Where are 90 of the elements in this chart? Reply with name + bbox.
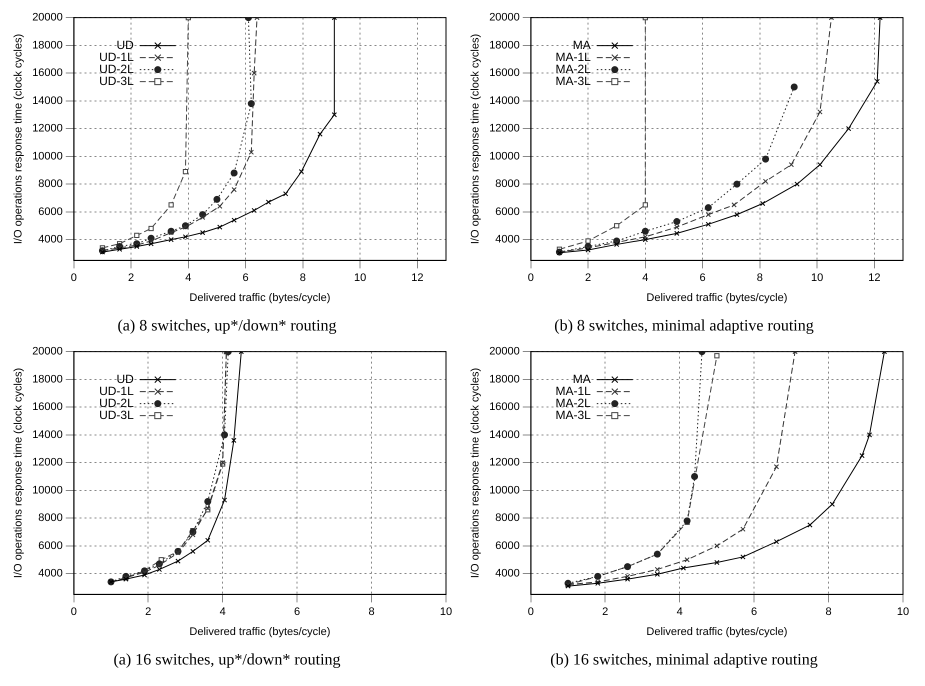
y-tick-label: 4000 <box>495 568 520 580</box>
y-tick-label: 18000 <box>32 39 63 52</box>
x-axis-title: Delivered traffic (bytes/cycle) <box>646 292 788 304</box>
legend-label: MA-2L <box>555 396 592 410</box>
legend-label: UD <box>116 38 134 52</box>
y-tick-label: 20000 <box>489 346 520 358</box>
x-tick-label: 6 <box>294 606 300 618</box>
y-tick-label: 20000 <box>32 12 63 24</box>
y-tick-label: 6000 <box>495 540 520 552</box>
y-tick-label: 12000 <box>32 122 63 135</box>
y-axis-title: I/O operations response time (clock cycles) <box>12 368 25 578</box>
text: (b) 16 switches, minimal adaptive routing <box>550 652 818 669</box>
y-tick-label: 12000 <box>32 456 63 469</box>
x-tick-label: 4 <box>642 272 648 284</box>
text: (a) 16 switches, up*/down* routing <box>113 652 341 669</box>
y-tick-label: 20000 <box>32 346 63 358</box>
x-tick-label: 8 <box>756 272 763 284</box>
y-tick-label: 16000 <box>32 401 63 414</box>
y-tick-label: 16000 <box>489 401 520 414</box>
legend-label: UD-3L <box>99 74 134 88</box>
x-tick-label: 10 <box>896 606 910 618</box>
x-tick-label: 0 <box>528 606 534 618</box>
legend-label: MA-1L <box>555 384 592 398</box>
x-tick-label: 0 <box>528 272 534 284</box>
legend-label: MA-2L <box>555 62 592 76</box>
y-tick-label: 10000 <box>489 150 520 162</box>
x-tick-label: 8 <box>368 606 375 618</box>
legend-label: MA-1L <box>555 50 592 64</box>
legend-label: MA-3L <box>555 74 592 88</box>
x-tick-label: 12 <box>868 272 880 284</box>
y-axis-title: I/O operations response time (clock cycles) <box>470 368 482 578</box>
y-tick-label: 18000 <box>32 373 63 386</box>
x-tick-label: 12 <box>411 272 424 284</box>
x-axis-title: Delivered traffic (bytes/cycle) <box>189 626 330 638</box>
legend-label: UD-3L <box>99 408 134 422</box>
x-tick-label: 10 <box>354 272 366 284</box>
x-tick-label: 6 <box>700 272 706 284</box>
legend-label: UD-2L <box>99 62 134 76</box>
x-tick-label: 2 <box>145 606 152 618</box>
y-tick-label: 4000 <box>495 234 520 246</box>
x-tick-label: 4 <box>676 606 683 618</box>
y-axis-title: I/O operations response time (clock cycles) <box>12 34 25 244</box>
y-tick-label: 8000 <box>495 178 520 190</box>
x-tick-label: 4 <box>185 272 192 284</box>
x-tick-label: 10 <box>440 606 452 618</box>
y-tick-label: 18000 <box>489 39 520 52</box>
text: (a) 8 switches, up*/down* routing <box>117 318 337 335</box>
y-tick-label: 10000 <box>32 484 63 496</box>
y-tick-label: 14000 <box>489 94 520 107</box>
y-tick-label: 6000 <box>38 540 63 552</box>
y-tick-label: 4000 <box>38 234 63 246</box>
x-tick-label: 2 <box>602 606 608 618</box>
y-tick-label: 20000 <box>489 12 520 24</box>
y-tick-label: 14000 <box>32 428 63 441</box>
legend-label: MA <box>572 372 591 386</box>
text: (b) 8 switches, minimal adaptive routing <box>554 318 814 335</box>
y-tick-label: 8000 <box>38 512 63 524</box>
x-tick-label: 10 <box>810 272 824 284</box>
y-tick-label: 10000 <box>489 484 520 496</box>
x-tick-label: 0 <box>70 606 77 618</box>
x-axis-title: Delivered traffic (bytes/cycle) <box>646 626 788 638</box>
x-tick-label: 6 <box>751 606 758 618</box>
legend-label: MA <box>572 38 591 52</box>
y-tick-label: 16000 <box>489 67 520 80</box>
y-tick-label: 6000 <box>495 206 520 218</box>
x-tick-label: 0 <box>70 272 77 284</box>
legend-label: UD-2L <box>99 396 134 410</box>
y-tick-label: 10000 <box>32 150 63 162</box>
x-axis-title: Delivered traffic (bytes/cycle) <box>189 292 330 304</box>
y-tick-label: 8000 <box>38 178 63 190</box>
x-tick-label: 4 <box>220 606 226 618</box>
y-tick-label: 6000 <box>38 206 63 218</box>
x-tick-label: 2 <box>584 272 592 284</box>
legend-label: UD-1L <box>99 384 134 398</box>
y-axis-title: I/O operations response time (clock cycles) <box>470 34 482 244</box>
y-tick-label: 16000 <box>32 67 63 80</box>
legend-label: UD <box>116 372 134 386</box>
y-tick-label: 8000 <box>495 512 520 524</box>
y-tick-label: 12000 <box>489 456 520 469</box>
x-tick-label: 8 <box>825 606 832 618</box>
x-tick-label: 8 <box>300 272 306 284</box>
y-tick-label: 12000 <box>489 122 520 135</box>
y-tick-label: 14000 <box>489 428 520 441</box>
x-tick-label: 2 <box>128 272 134 284</box>
y-tick-label: 14000 <box>32 94 63 107</box>
x-tick-label: 6 <box>242 272 249 284</box>
legend-label: UD-1L <box>99 50 134 64</box>
legend-label: MA-3L <box>555 408 592 422</box>
y-tick-label: 4000 <box>38 568 63 580</box>
y-tick-label: 18000 <box>489 373 520 386</box>
